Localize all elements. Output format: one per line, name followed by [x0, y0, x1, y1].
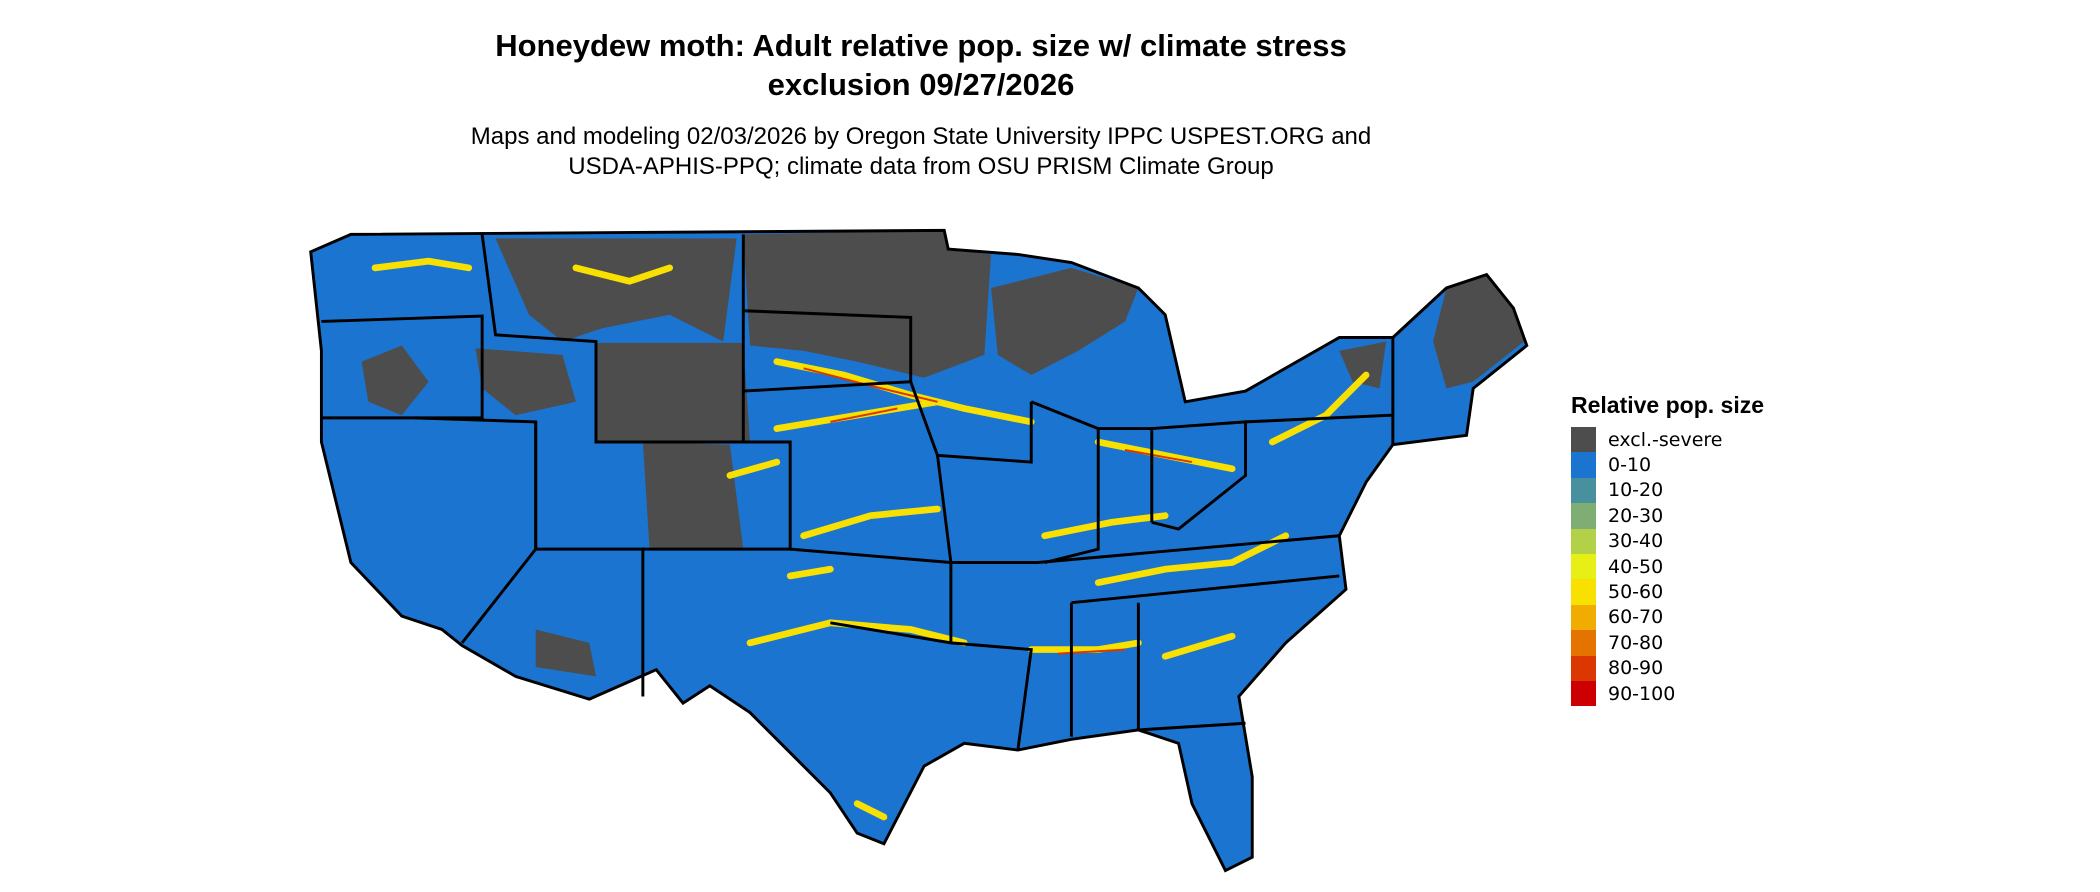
- legend-item: 40-50: [1571, 553, 1764, 580]
- legend-swatch: [1571, 477, 1596, 504]
- legend-item: 60-70: [1571, 604, 1764, 631]
- legend-label: 20-30: [1608, 504, 1664, 527]
- legend-label: 40-50: [1608, 555, 1664, 578]
- legend-label: 50-60: [1608, 581, 1664, 604]
- legend-item: 80-90: [1571, 655, 1764, 681]
- legend-label: 80-90: [1608, 657, 1664, 680]
- subtitle-line-2: USDA-APHIS-PPQ; climate data from OSU PR…: [568, 153, 1274, 180]
- legend-swatch: [1571, 503, 1596, 529]
- legend-label: 0-10: [1608, 454, 1652, 477]
- legend-swatch: [1571, 553, 1596, 580]
- legend-label: 90-100: [1608, 682, 1676, 705]
- legend-swatch: [1571, 630, 1596, 656]
- legend-label: 30-40: [1608, 530, 1664, 553]
- legend-label: 60-70: [1608, 606, 1664, 629]
- legend-item: 20-30: [1571, 503, 1764, 529]
- legend-item: excl.-severe: [1571, 427, 1764, 453]
- map-title: Honeydew moth: Adult relative pop. size …: [0, 26, 1842, 104]
- legend-label: 10-20: [1608, 479, 1664, 502]
- legend-item: 10-20: [1571, 477, 1764, 504]
- subtitle-line-1: Maps and modeling 02/03/2026 by Oregon S…: [470, 123, 1372, 150]
- legend-swatch: [1571, 452, 1596, 478]
- legend-swatch: [1571, 604, 1596, 631]
- legend-label: 70-80: [1608, 631, 1664, 654]
- legend-swatch: [1571, 528, 1596, 554]
- legend-swatch: [1571, 655, 1596, 681]
- excluded-areas: [361, 230, 1525, 677]
- legend-item: 30-40: [1571, 528, 1764, 554]
- state-borders: [309, 228, 1529, 873]
- legend-item: 70-80: [1571, 630, 1764, 656]
- map-subtitle: Maps and modeling 02/03/2026 by Oregon S…: [0, 122, 1842, 182]
- title-line-2: exclusion 09/27/2026: [767, 67, 1075, 102]
- legend-label: excl.-severe: [1608, 428, 1723, 451]
- legend-item: 50-60: [1571, 579, 1764, 605]
- legend-title: Relative pop. size: [1571, 392, 1765, 418]
- legend-swatch: [1571, 579, 1596, 605]
- legend-item: 0-10: [1571, 452, 1764, 478]
- legend-swatch: [1571, 680, 1596, 707]
- legend-item: 90-100: [1571, 680, 1764, 707]
- title-line-1: Honeydew moth: Adult relative pop. size …: [495, 28, 1347, 63]
- legend-swatch: [1571, 427, 1596, 453]
- legend: Relative pop. size excl.-severe 0-10 10-20…: [1571, 392, 1765, 707]
